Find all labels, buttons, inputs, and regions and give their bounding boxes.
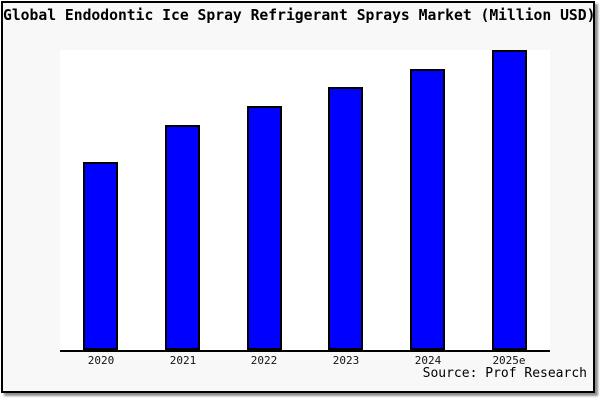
x-tick-label-2024: 2024 xyxy=(414,354,442,367)
bar-2025e xyxy=(492,50,527,350)
x-tick-label-2022: 2022 xyxy=(250,354,278,367)
bar-2020 xyxy=(83,162,118,350)
source-note: Source: Prof Research xyxy=(422,366,587,381)
bar-2023 xyxy=(328,87,363,350)
x-tick-label-2025e: 2025e xyxy=(492,354,526,367)
chart-title: Global Endodontic Ice Spray Refrigerant … xyxy=(3,7,596,24)
x-tick-label-2020: 2020 xyxy=(87,354,115,367)
bar-2022 xyxy=(247,106,282,350)
plot-area xyxy=(60,50,550,352)
bar-2024 xyxy=(410,69,445,350)
chart-frame: Global Endodontic Ice Spray Refrigerant … xyxy=(1,1,595,393)
bars-layer xyxy=(60,50,550,350)
x-axis-tick-row: 2020 2021 2022 2023 2024 2025e xyxy=(60,354,550,370)
bar-2021 xyxy=(165,125,200,350)
x-tick-label-2021: 2021 xyxy=(169,354,197,367)
x-tick-label-2023: 2023 xyxy=(332,354,360,367)
